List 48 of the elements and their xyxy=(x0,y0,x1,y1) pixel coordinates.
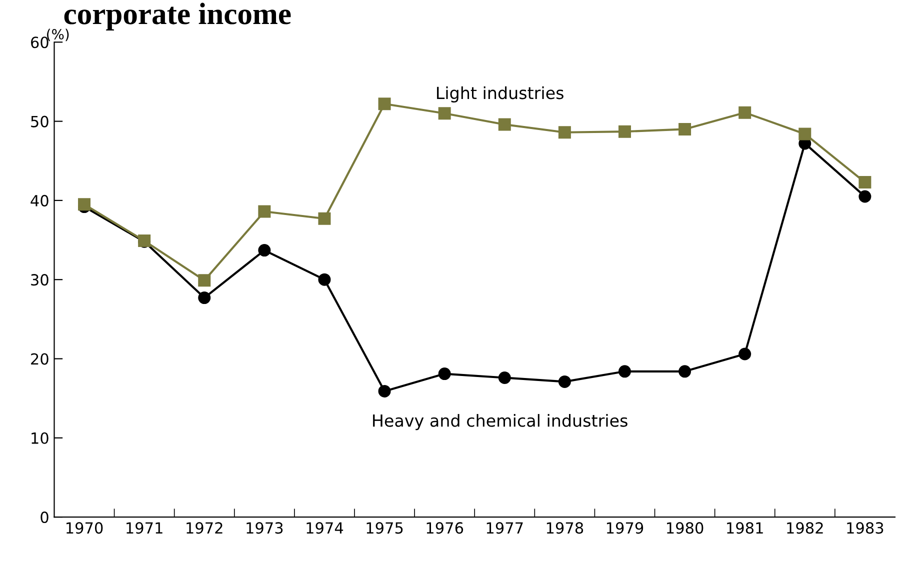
point xyxy=(858,176,872,188)
x-tick-label: 1976 xyxy=(426,522,464,534)
point xyxy=(438,107,451,120)
point xyxy=(258,205,271,218)
series-label: Light industries xyxy=(437,86,564,102)
x-tick-label: 1978 xyxy=(546,522,584,534)
x-tick-label: 1983 xyxy=(847,522,884,534)
point xyxy=(558,375,571,388)
x-tick-label: 1972 xyxy=(186,522,222,534)
y-tick-label: 30 xyxy=(31,274,48,286)
y-tick-label: 20 xyxy=(31,353,48,365)
point xyxy=(858,190,872,203)
point xyxy=(678,365,692,378)
y-tick-label: 50 xyxy=(31,116,48,128)
point xyxy=(618,125,631,138)
point xyxy=(258,244,271,257)
point xyxy=(618,365,631,378)
point xyxy=(198,274,211,287)
x-tick-label: 1970 xyxy=(66,522,103,534)
chart-title: corporate income xyxy=(64,2,291,31)
x-tick-label: 1973 xyxy=(246,522,283,534)
point xyxy=(318,212,331,225)
point xyxy=(738,106,752,119)
y-tick-label: 0 xyxy=(40,512,48,524)
point xyxy=(498,118,511,131)
point xyxy=(498,371,511,384)
point xyxy=(378,384,391,398)
x-tick-label: 1971 xyxy=(126,522,162,534)
point xyxy=(318,273,331,286)
point xyxy=(678,122,692,136)
point xyxy=(798,128,812,140)
series-label: Heavy and chemical industries xyxy=(373,414,628,430)
point xyxy=(378,98,391,110)
y-tick-label: 60 xyxy=(31,36,48,48)
x-tick-label: 1975 xyxy=(366,522,403,534)
x-tick-label: 1981 xyxy=(727,522,763,534)
x-tick-label: 1980 xyxy=(667,522,704,534)
y-tick-label: 10 xyxy=(32,432,48,444)
x-tick-label: 1977 xyxy=(486,522,523,534)
y-tick-label: 40 xyxy=(30,194,48,206)
x-tick-label: 1982 xyxy=(787,522,823,534)
point xyxy=(738,348,752,360)
point xyxy=(438,368,451,380)
point xyxy=(558,126,571,139)
x-tick-label: 1979 xyxy=(606,522,644,534)
point xyxy=(198,292,211,304)
x-tick-label: 1974 xyxy=(306,522,344,534)
y-axis-title: (%) xyxy=(47,28,69,42)
